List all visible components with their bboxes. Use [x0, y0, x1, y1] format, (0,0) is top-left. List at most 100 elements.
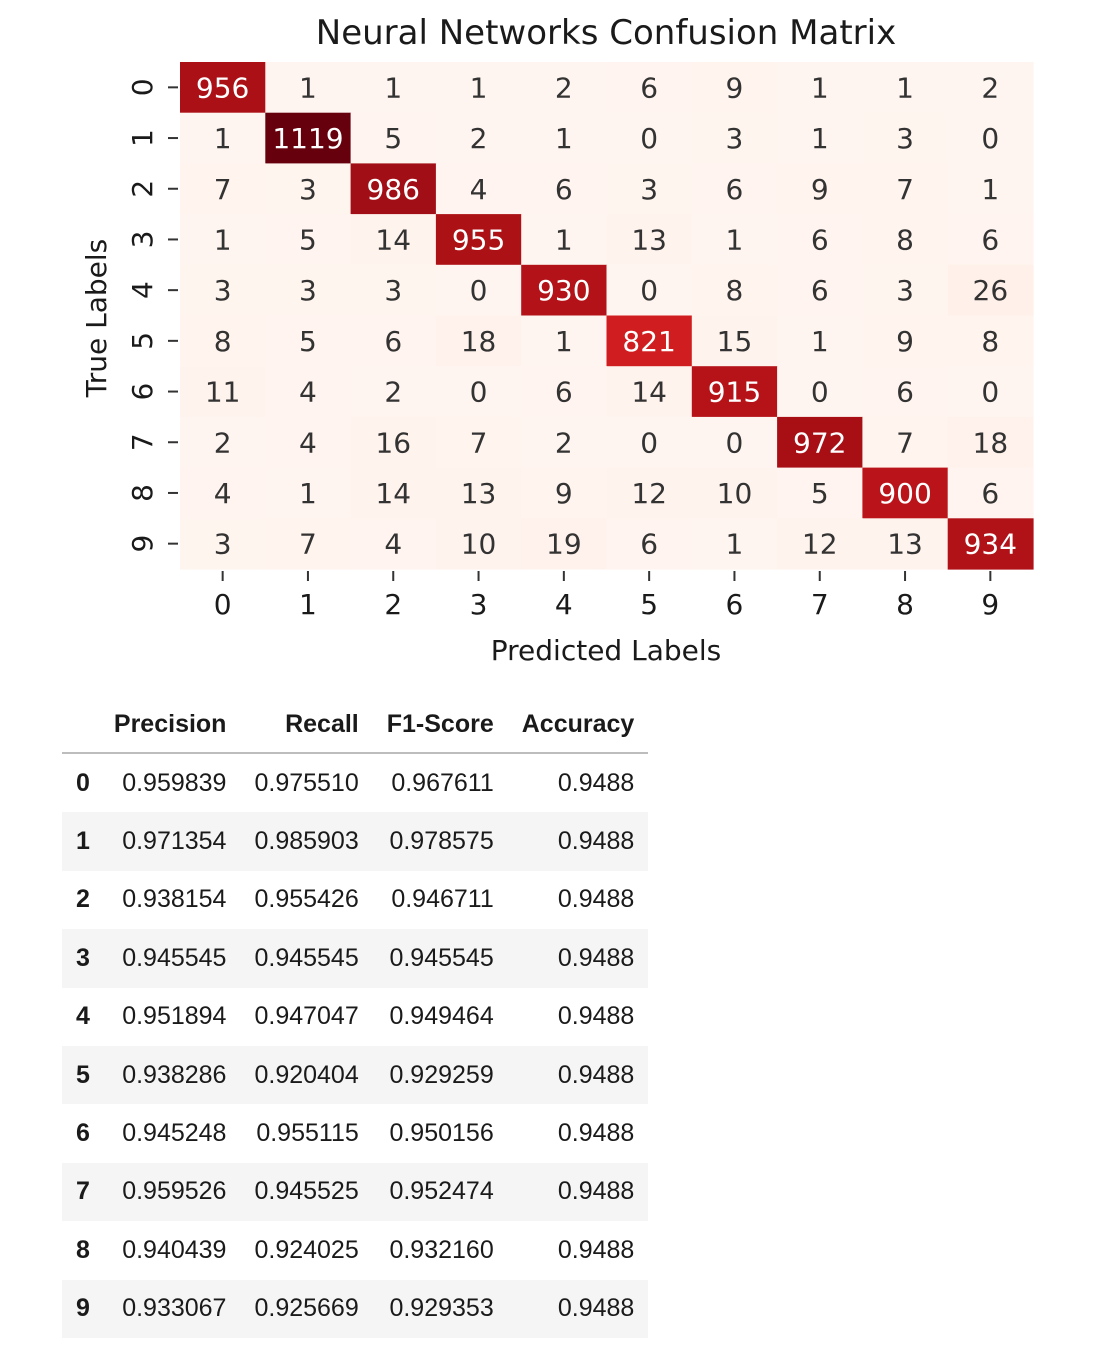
cell-value-label: 5	[299, 223, 317, 256]
cell-value-label: 6	[981, 477, 999, 510]
heatmap-cell	[777, 467, 863, 519]
table-cell: 0.959526	[122, 1177, 227, 1206]
x-tick-label: 4	[555, 588, 573, 621]
heatmap-cell	[350, 467, 437, 519]
cell-value-label: 1	[384, 71, 402, 104]
heatmap-cell	[521, 518, 608, 570]
table-cell: 0.933067	[122, 1294, 227, 1323]
heatmap-cell	[947, 366, 1034, 418]
heatmap-cell	[350, 62, 437, 114]
cell-value-label: 7	[896, 173, 914, 206]
cell-value-label: 12	[802, 528, 838, 561]
heatmap-cell	[350, 366, 437, 418]
cell-value-label: 2	[981, 71, 999, 104]
table-cell: 0.985903	[254, 827, 359, 856]
metrics-table: Precision Recall F1-Score Accuracy 0 0.95983…	[62, 696, 649, 1338]
cell-value-label: 9	[726, 71, 744, 104]
cell-value-label: 1	[299, 71, 317, 104]
cell-value-label: 3	[896, 274, 914, 307]
table-cell: 0.945248	[122, 1119, 227, 1148]
cell-value-label: 6	[896, 376, 914, 409]
table-cell: 0.952474	[389, 1177, 494, 1206]
table-cell: 0.924025	[254, 1235, 359, 1264]
heatmap-cell	[265, 264, 352, 317]
y-tick-label: 9	[126, 535, 159, 553]
cell-value-label: 6	[811, 223, 829, 256]
table-cell: 0.950156	[389, 1119, 494, 1148]
table-cell: 0.9488	[557, 1235, 635, 1264]
heatmap-cell	[521, 163, 608, 215]
cell-value-label: 18	[973, 426, 1009, 459]
y-tick-label: 4	[126, 281, 159, 299]
table-cell: 0.9488	[557, 1294, 635, 1323]
cell-value-label: 6	[640, 71, 658, 104]
cell-value-label: 6	[726, 173, 744, 206]
heatmap-cell	[521, 366, 608, 418]
heatmap-cell	[691, 264, 778, 317]
heatmap-cell	[691, 315, 778, 367]
heatmap-cell	[180, 518, 266, 570]
heatmap-cell	[947, 214, 1034, 266]
cell-value-label: 934	[964, 528, 1017, 561]
heatmap-cell	[350, 163, 437, 215]
heatmap-cell	[180, 264, 266, 317]
cell-value-label: 9	[811, 173, 829, 206]
cell-value-label: 1	[811, 325, 829, 358]
row-index: 5	[76, 1060, 90, 1089]
cell-value-label: 2	[470, 122, 488, 155]
heatmap-cell	[606, 518, 693, 570]
cell-value-label: 7	[214, 173, 232, 206]
row-index: 0	[76, 768, 90, 797]
y-axis-ticks: 0 1 2 3 4 5 6 7 8 9	[126, 78, 178, 553]
cell-value-label: 13	[631, 223, 667, 256]
table-row: 0 0.959839 0.975510 0.967611 0.9488	[62, 753, 648, 812]
heatmap-cell	[947, 264, 1034, 317]
table-cell: 0.9488	[557, 1060, 635, 1089]
table-cell: 0.9488	[557, 1177, 635, 1206]
heatmap-cell	[435, 518, 522, 570]
cell-value-label: 4	[299, 376, 317, 409]
cell-value-label: 11	[205, 376, 241, 409]
heatmap-cell	[947, 467, 1034, 519]
x-tick-label: 5	[640, 588, 658, 621]
x-tick-label: 0	[214, 588, 232, 621]
cell-value-label: 955	[452, 223, 505, 256]
cell-value-label: 6	[555, 376, 573, 409]
row-index: 8	[76, 1235, 90, 1264]
heatmap-cell	[606, 214, 693, 266]
heatmap-cell	[521, 112, 608, 164]
table-cell: 0.978575	[389, 827, 494, 856]
heatmap-cell	[691, 112, 778, 164]
heatmap-cell	[947, 315, 1034, 367]
cell-value-label: 956	[196, 71, 249, 104]
heatmap-cell	[862, 467, 949, 519]
cell-value-label: 0	[640, 426, 658, 459]
table-cell: 0.945545	[254, 943, 359, 972]
cell-value-label: 6	[811, 274, 829, 307]
heatmap-cell	[947, 112, 1034, 164]
cell-value-label: 3	[214, 528, 232, 561]
table-cell: 0.920404	[254, 1060, 359, 1089]
cell-value-label: 14	[375, 477, 411, 510]
heatmap-cell	[265, 416, 352, 469]
cell-value-label: 2	[555, 426, 573, 459]
heatmap-cell	[777, 163, 863, 215]
chart-title: Neural Networks Confusion Matrix	[316, 13, 896, 53]
heatmap-cell	[521, 214, 608, 266]
heatmap-cell	[691, 467, 778, 519]
heatmap-cell	[862, 163, 949, 215]
table-cell: 0.9488	[557, 943, 635, 972]
column-header: Precision	[113, 709, 227, 738]
heatmap-cell	[947, 163, 1034, 215]
heatmap-cell	[606, 315, 693, 367]
cell-value-label: 15	[717, 325, 753, 358]
cell-value-label: 3	[640, 173, 658, 206]
heatmap-cell	[606, 366, 693, 418]
row-index: 7	[76, 1177, 90, 1206]
cell-value-label: 1	[726, 528, 744, 561]
row-index: 1	[76, 827, 90, 856]
heatmap-cell	[521, 264, 608, 317]
cell-value-label: 14	[375, 223, 411, 256]
cell-value-label: 13	[887, 528, 923, 561]
heatmap-cell	[435, 163, 522, 215]
